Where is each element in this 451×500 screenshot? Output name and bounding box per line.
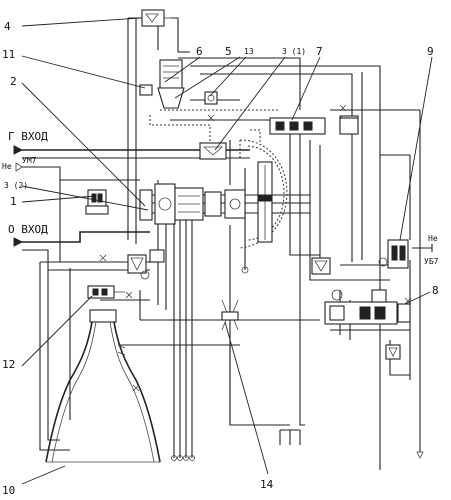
callout-11: 11 <box>2 48 15 61</box>
pipelines <box>22 17 421 470</box>
callout-3-2: 3 (2) <box>4 181 28 190</box>
chamber-jacket <box>239 139 288 249</box>
valve-center-right <box>311 117 359 275</box>
callout-4: 4 <box>4 20 11 33</box>
nozzle-10 <box>45 309 161 463</box>
valve-assembly-8 <box>324 289 411 360</box>
helium-um7-label: УМ7 <box>22 156 37 165</box>
callout-3-1: 3 (1) <box>282 47 306 56</box>
callout-10: 10 <box>2 484 15 497</box>
callout-6: 6 <box>196 45 203 58</box>
valve-4 <box>141 9 172 27</box>
valve-9 <box>378 239 409 269</box>
valve-1 <box>85 189 109 215</box>
callout-1: 1 <box>10 195 17 208</box>
fuel-inlet-label: Г ВХОД <box>8 130 48 143</box>
gas-generator-6 <box>139 59 218 109</box>
ox-inlet-label: О ВХОД <box>8 223 48 236</box>
check-marks <box>99 104 412 461</box>
leader-lines <box>21 17 433 485</box>
callout-8: 8 <box>432 284 439 297</box>
port-labels: Г ВХОД Не УМ7 О ВХОД Не УБ7 <box>2 130 439 266</box>
callout-12: 12 <box>2 358 15 371</box>
turbopump <box>139 183 246 225</box>
valve-lower-left <box>127 249 165 280</box>
callout-2: 2 <box>10 75 17 88</box>
venturi-14 <box>221 299 239 331</box>
inlet-terminals <box>13 145 433 459</box>
callout-7: 7 <box>316 45 323 58</box>
valve-3-1 <box>199 142 227 160</box>
callout-labels: 4 11 2 3 (2) 1 12 10 6 5 13 3 (1) 7 9 8 … <box>2 20 439 497</box>
helium-in-label: Не <box>2 162 12 171</box>
callout-14: 14 <box>260 478 274 491</box>
helium-out-label: Не <box>428 234 438 243</box>
helium-ub7-label: УБ7 <box>424 257 439 266</box>
valve-12 <box>87 285 125 299</box>
callout-5: 5 <box>225 45 232 58</box>
callout-13: 13 <box>244 47 254 56</box>
callout-9: 9 <box>427 45 434 58</box>
